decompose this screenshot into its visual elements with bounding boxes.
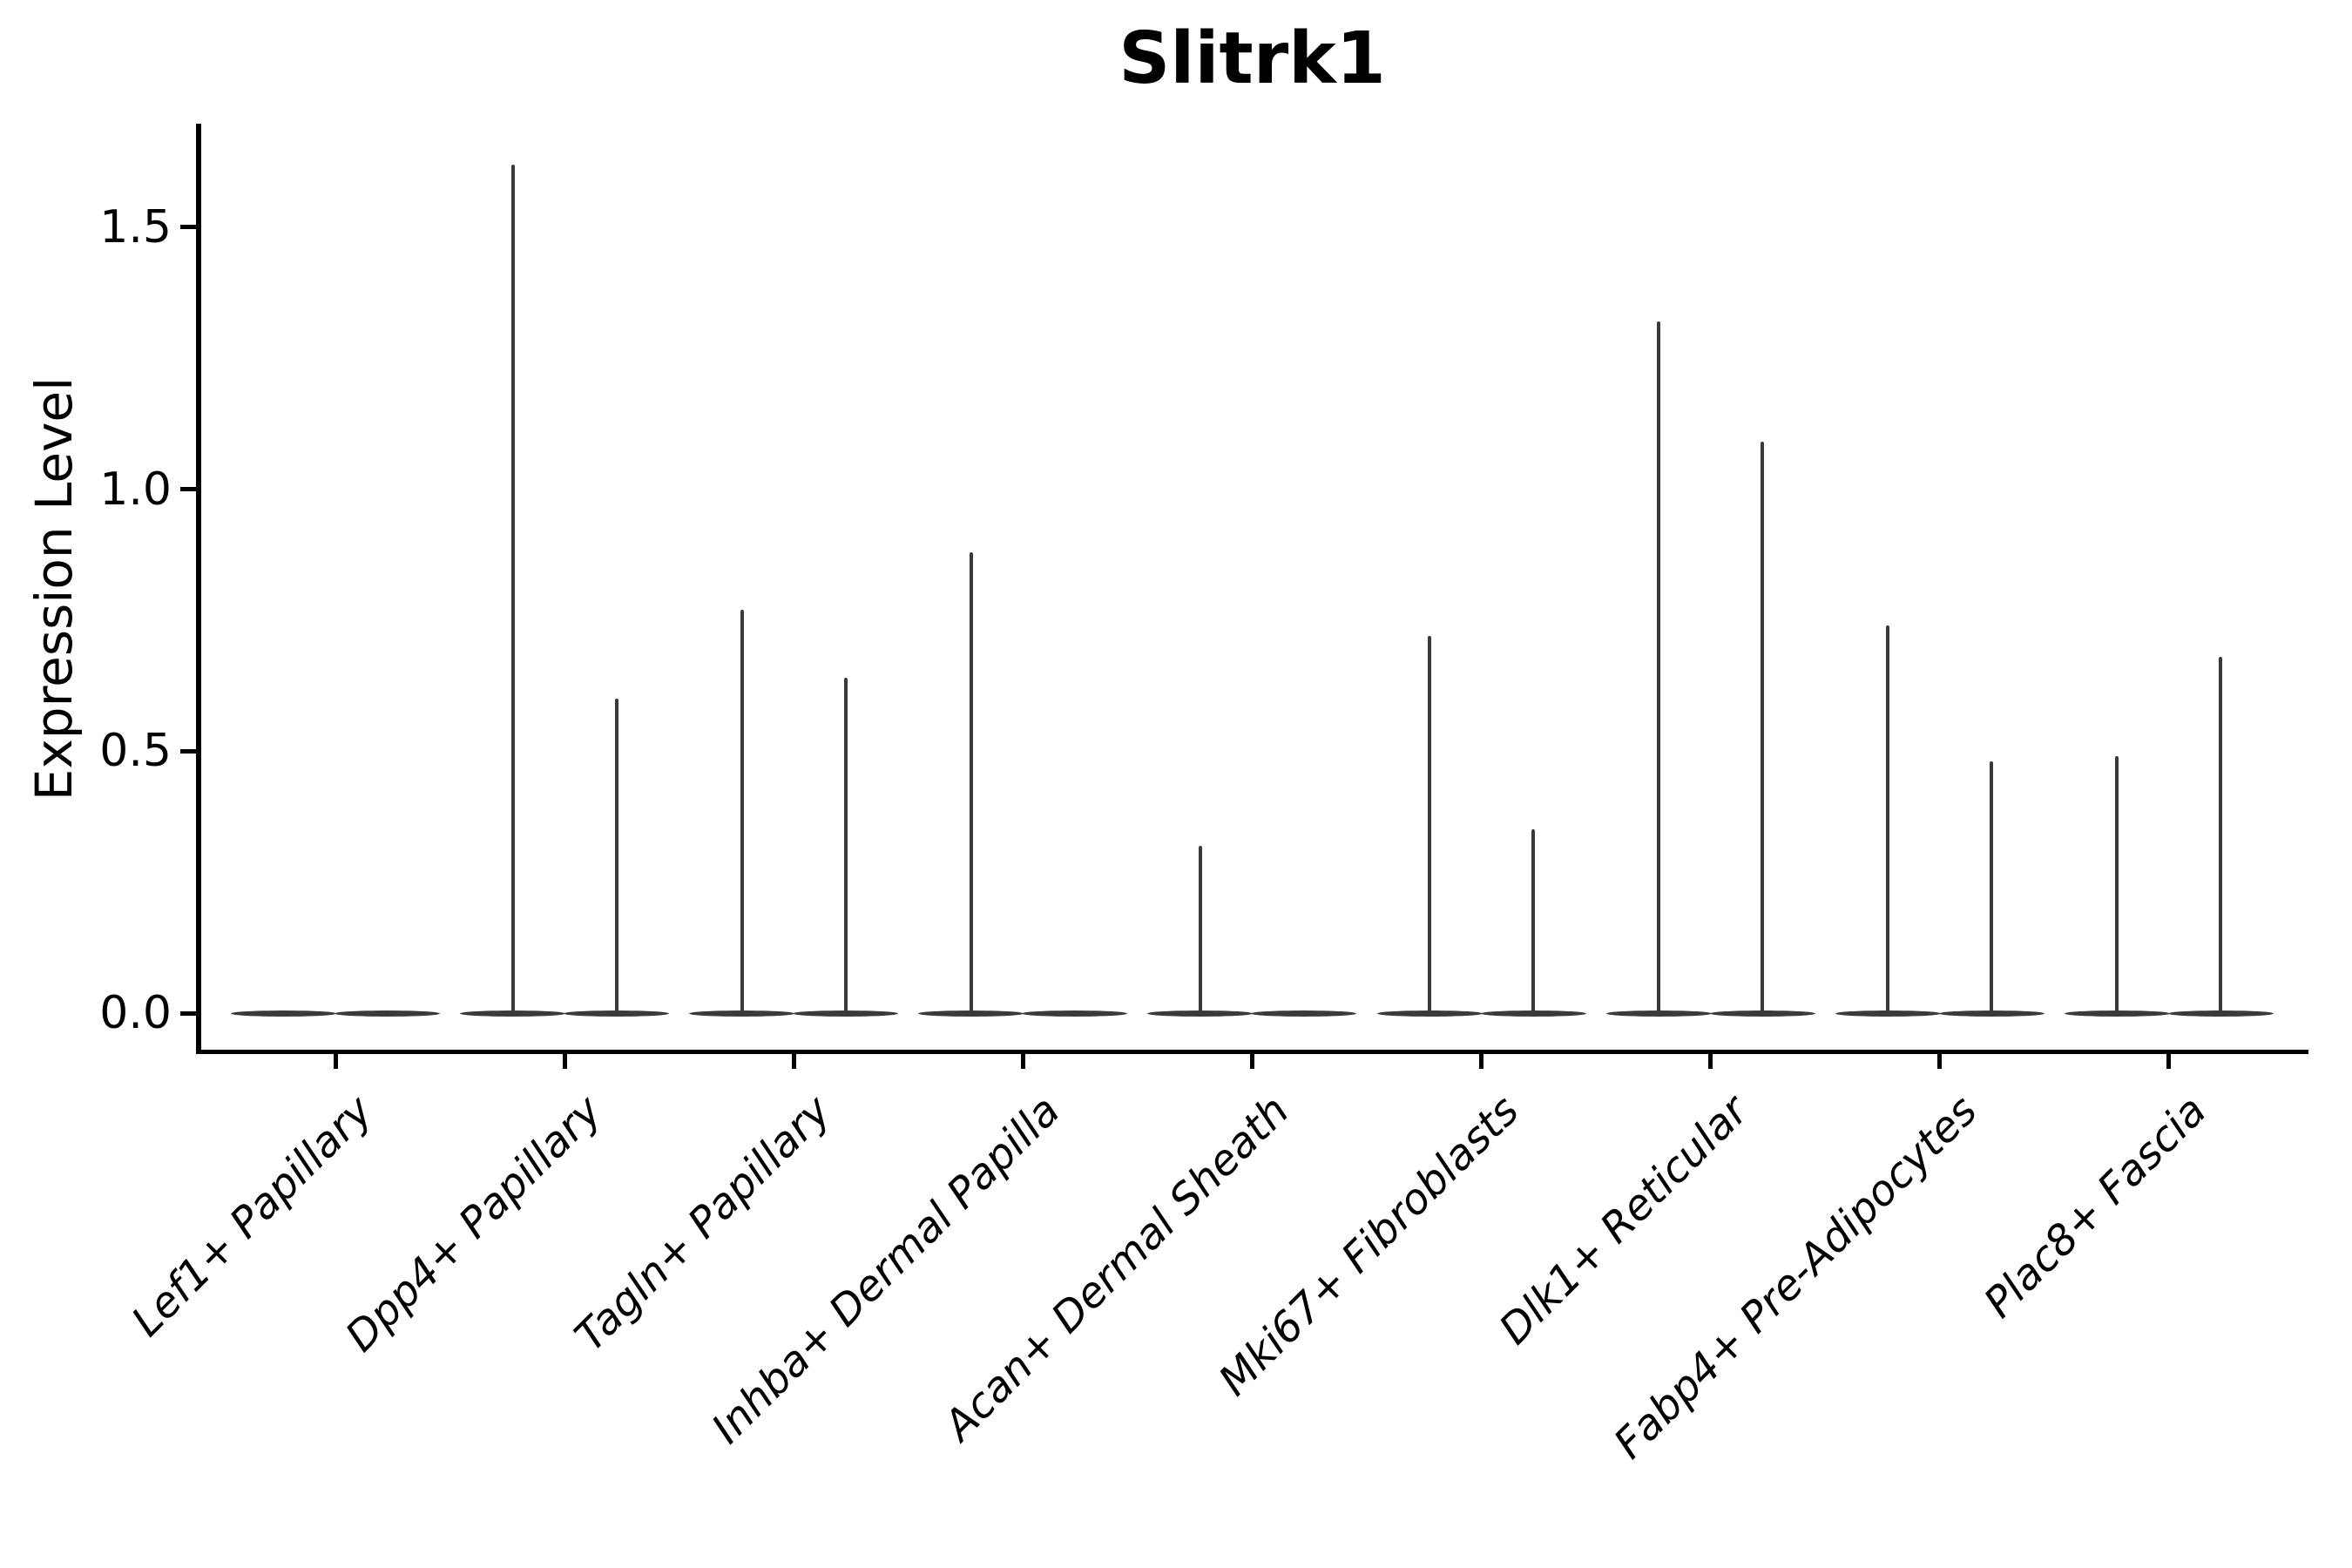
violin-body <box>231 1010 336 1017</box>
y-tick-label: 1.0 <box>99 463 172 516</box>
violin-body <box>1605 1010 1712 1017</box>
violin-spike <box>1886 625 1890 1013</box>
x-tick-mark <box>562 1054 567 1069</box>
violin-body <box>793 1010 899 1017</box>
violin-body <box>2167 1010 2274 1017</box>
violin-spike <box>2115 756 2119 1013</box>
x-tick-mark <box>1937 1054 1943 1069</box>
x-tick-mark <box>1708 1054 1713 1069</box>
violin-spike <box>1198 845 1202 1013</box>
plot-area <box>196 124 2308 1054</box>
y-tick-label: 0.5 <box>99 725 172 778</box>
y-tick-mark <box>180 225 197 230</box>
x-tick-mark <box>1020 1054 1025 1069</box>
violin-spike <box>1428 635 1431 1013</box>
y-tick-label: 1.5 <box>99 200 172 253</box>
violin-spike <box>1657 321 1661 1013</box>
x-tick-label: Acan+ Dermal Sheath <box>935 1086 1299 1450</box>
violin-body <box>689 1010 795 1017</box>
violin-body <box>460 1010 566 1017</box>
x-tick-label: Dpp4+ Papillary <box>336 1086 612 1362</box>
violin-body <box>1480 1010 1586 1017</box>
violin-body <box>1147 1010 1254 1017</box>
violin-body <box>918 1010 1024 1017</box>
violin-spike <box>510 164 515 1013</box>
y-tick-mark <box>180 748 197 754</box>
y-tick-label: 0.0 <box>99 987 172 1039</box>
x-tick-label: Plac8+ Fascia <box>1974 1086 2216 1328</box>
x-tick-label: Lef1+ Papillary <box>122 1086 382 1347</box>
x-tick-label: Dlk1+ Reticular <box>1489 1086 1758 1355</box>
y-tick-mark <box>180 1010 197 1016</box>
violin-spike <box>1990 761 1994 1013</box>
violin-body <box>1022 1010 1128 1017</box>
violin-body <box>335 1010 440 1017</box>
x-tick-label: Mki67+ Fibroblasts <box>1209 1086 1529 1406</box>
x-tick-label: Tagln+ Papillary <box>565 1086 841 1362</box>
violin-spike <box>740 609 744 1013</box>
violin-spike <box>969 551 973 1013</box>
x-tick-mark <box>1479 1054 1484 1069</box>
x-tick-mark <box>333 1054 338 1069</box>
violin-spike <box>1761 442 1765 1013</box>
violin-spike <box>843 678 848 1013</box>
x-tick-mark <box>2166 1054 2172 1069</box>
violin-spike <box>1531 829 1535 1013</box>
violin-body <box>2064 1010 2170 1017</box>
x-tick-label: Fabp4+ Pre-Adipocytes <box>1604 1086 1987 1469</box>
x-tick-mark <box>791 1054 796 1069</box>
violin-body <box>1251 1010 1357 1017</box>
violin-spike <box>2219 656 2223 1013</box>
violin-body <box>1376 1010 1483 1017</box>
chart-title: Slitrk1 <box>1119 17 1386 100</box>
violin-body <box>1709 1010 1815 1017</box>
x-tick-label: Inhba+ Dermal Papilla <box>702 1086 1070 1454</box>
violin-spike <box>614 699 618 1013</box>
violin-body <box>1938 1010 2044 1017</box>
violin-body <box>1835 1010 1941 1017</box>
y-tick-mark <box>180 487 197 491</box>
violin-body <box>564 1010 670 1017</box>
x-tick-mark <box>1249 1054 1254 1069</box>
